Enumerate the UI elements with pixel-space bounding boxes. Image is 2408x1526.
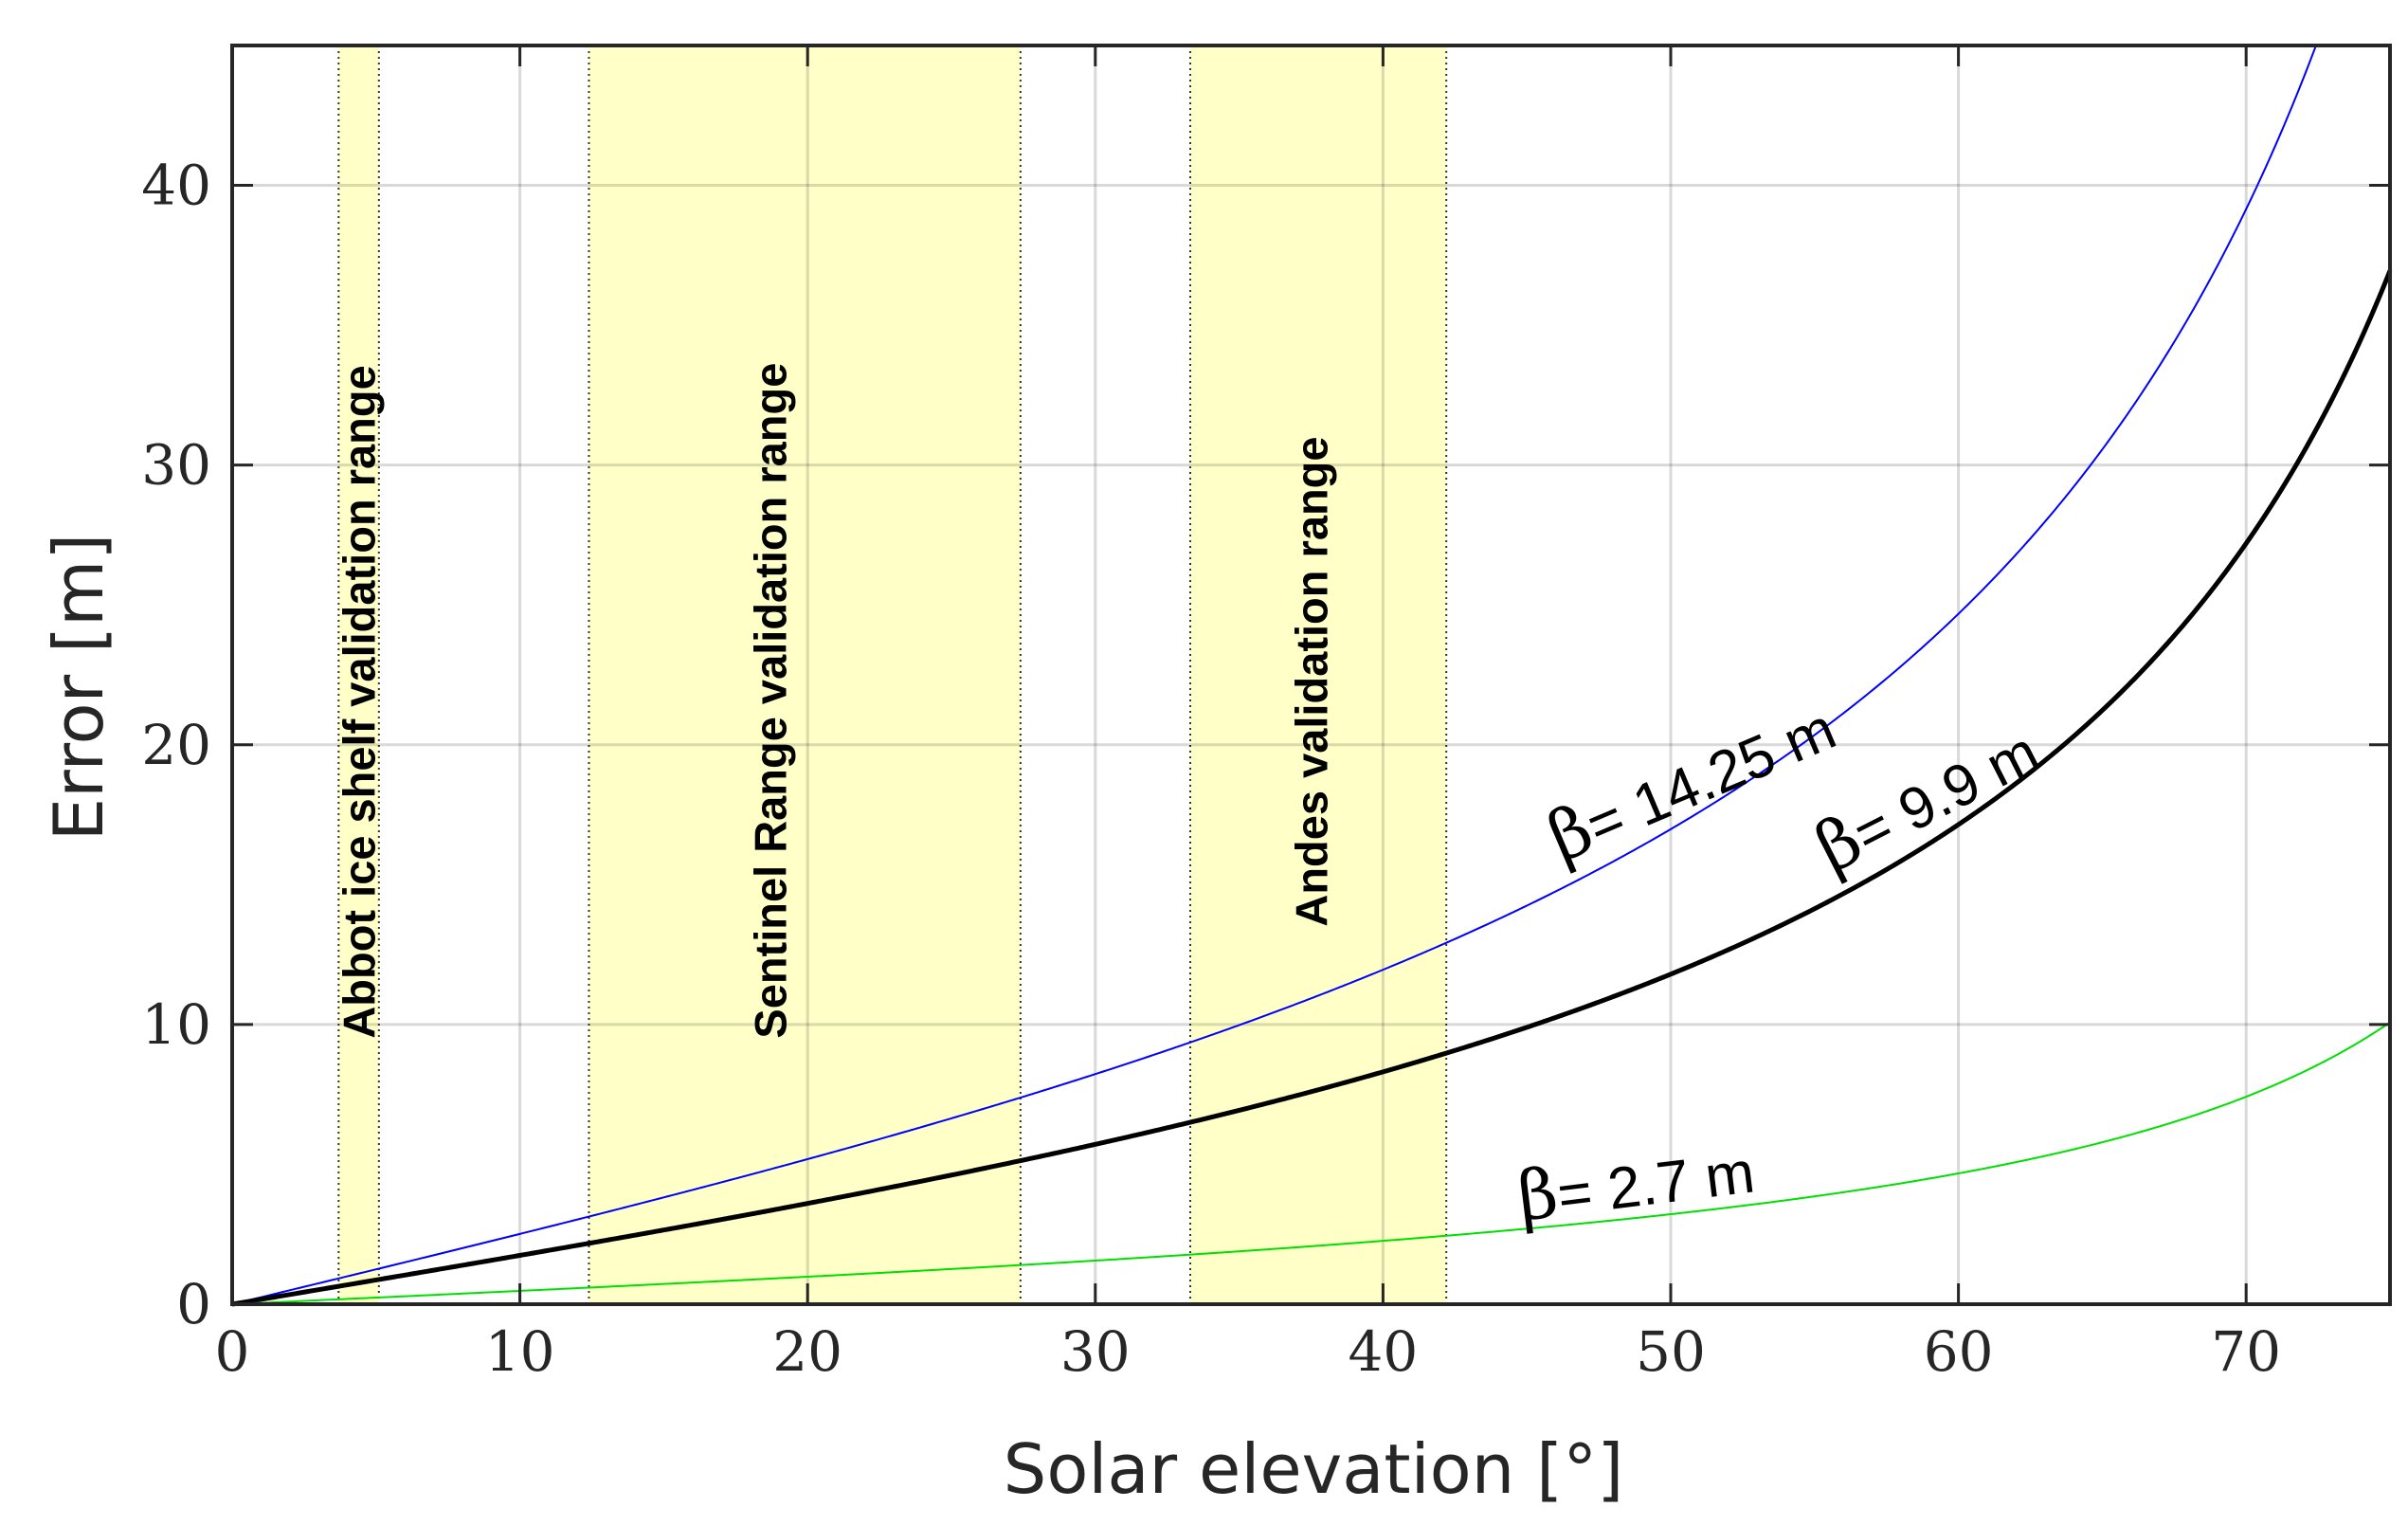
x-tick-label: 0 [215, 1319, 250, 1384]
band-labels: Abbot ice shelf validation range Sentinel… [335, 363, 1337, 1039]
y-tick-label: 40 [141, 154, 211, 218]
y-tick-label: 0 [176, 1272, 211, 1336]
y-tick-label: 30 [141, 433, 211, 498]
curve-beta-14.25 [231, 45, 2317, 1305]
x-tick-label: 30 [1060, 1319, 1131, 1384]
curve-beta-9.9 [231, 269, 2393, 1307]
x-tick-label: 50 [1636, 1319, 1706, 1384]
band-andes [1189, 45, 1447, 1304]
ticks: 0 10 20 30 40 50 60 70 0 10 20 30 40 [141, 45, 2390, 1384]
y-tick-label: 20 [141, 713, 211, 777]
grid [232, 45, 2390, 1304]
x-tick-label: 60 [1924, 1319, 1994, 1384]
curves [231, 45, 2393, 1307]
band-label-sentinel: Sentinel Range validation range [746, 363, 796, 1039]
curve-beta-2.7 [231, 1021, 2391, 1305]
band-abbot [338, 45, 379, 1304]
band-label-andes: Andes validation range [1287, 436, 1337, 926]
y-axis-title: Error [m] [39, 534, 118, 842]
validation-bands [337, 45, 1448, 1304]
beta-symbol: β [1513, 1153, 1563, 1236]
x-tick-label: 20 [772, 1319, 842, 1384]
x-tick-label: 70 [2211, 1319, 2281, 1384]
plot-frame [230, 44, 2392, 1306]
band-sentinel [588, 45, 1021, 1304]
x-tick-label: 10 [485, 1319, 555, 1384]
x-axis-title: Solar elevation [°] [1004, 1429, 1624, 1509]
y-tick-label: 10 [141, 992, 211, 1057]
band-label-abbot: Abbot ice shelf validation range [335, 365, 385, 1038]
x-tick-label: 40 [1348, 1319, 1418, 1384]
